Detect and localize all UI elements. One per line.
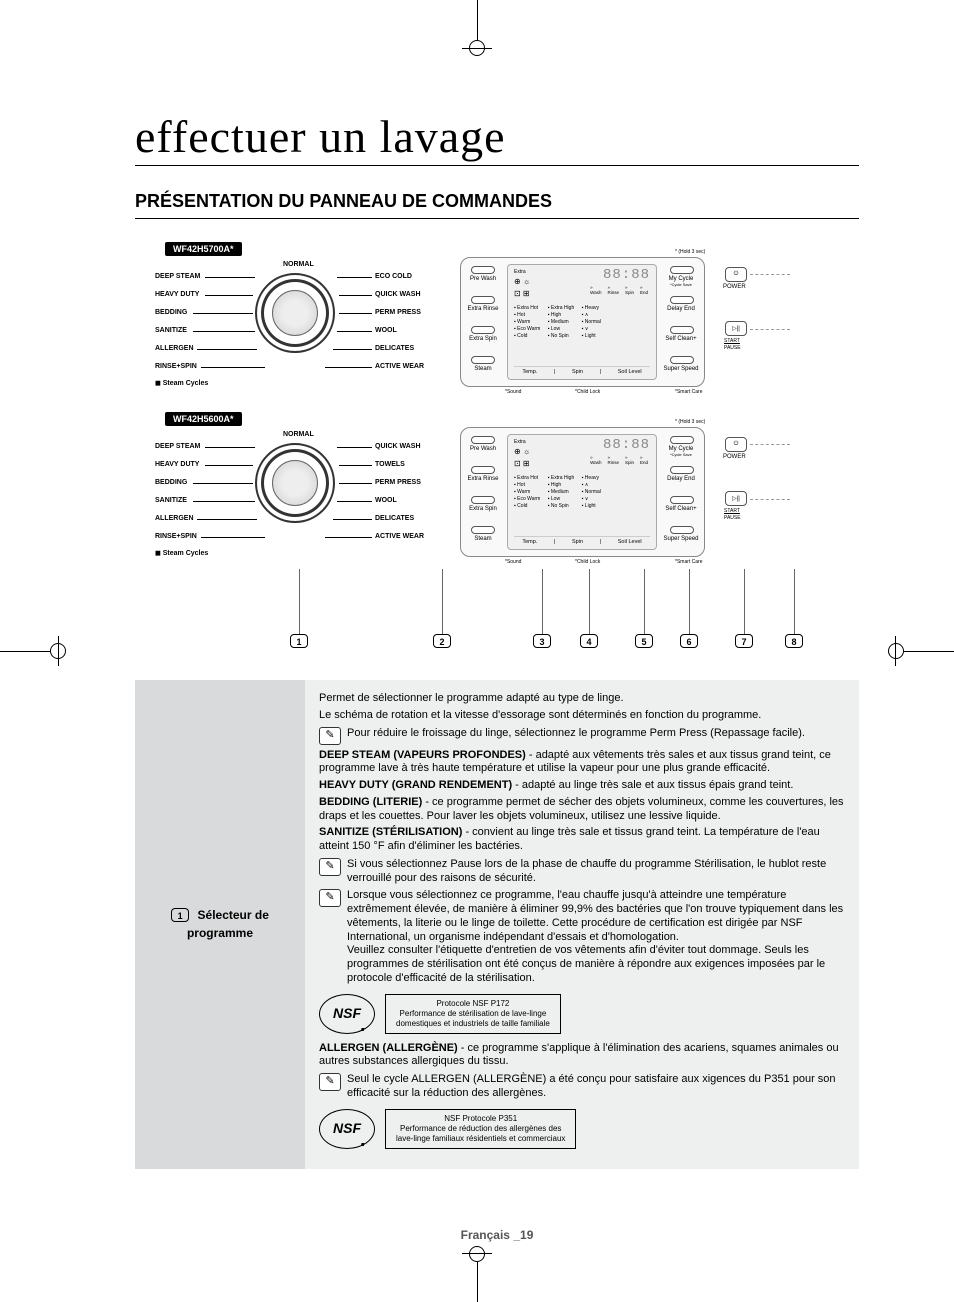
btn-extra-spin: Extra Spin bbox=[463, 336, 503, 342]
section-1-header: 1 Sélecteur de programme bbox=[135, 680, 305, 1169]
dial-a-right-1: QUICK WASH bbox=[375, 291, 421, 298]
display-smartcare-label: *Smart Care bbox=[675, 389, 703, 395]
dial-b-steam-cycles: ◼ Steam Cycles bbox=[155, 549, 208, 557]
control-panel-diagram: WF42H5700A* NORMAL DEEP STEAM HEAVY DUTY… bbox=[135, 239, 859, 669]
dial-b-right-3: WOOL bbox=[375, 497, 397, 504]
dial-b-right-4: DELICATES bbox=[375, 515, 414, 522]
start-label-a: START bbox=[724, 338, 740, 344]
dial-a-left-2: BEDDING bbox=[155, 309, 187, 316]
callout-2: 2 bbox=[433, 634, 451, 648]
display-sound-label: *Sound bbox=[505, 389, 521, 395]
btn-delay-end: Delay End bbox=[661, 306, 701, 312]
section1-note4: Seul le cycle ALLERGEN (ALLERGÈNE) a été… bbox=[347, 1073, 845, 1101]
page-title: effectuer un lavage bbox=[135, 110, 859, 166]
dial-a-left-3: SANITIZE bbox=[155, 327, 187, 334]
dial-a-right-2: PERM PRESS bbox=[375, 309, 421, 316]
page-footer: Français _19 bbox=[135, 1228, 859, 1242]
note-icon: ✎ bbox=[319, 858, 341, 876]
heading-heavy-duty: HEAVY DUTY (GRAND RENDEMENT) bbox=[319, 779, 512, 791]
heading-allergen: ALLERGEN (ALLERGÈNE) bbox=[319, 1042, 458, 1054]
btn-prewash: Pre Wash bbox=[466, 276, 500, 282]
dial-b-right-5: ACTIVE WEAR bbox=[375, 533, 424, 540]
callout-6: 6 bbox=[680, 634, 698, 648]
note-icon: ✎ bbox=[319, 1073, 341, 1091]
dial-a-steam-cycles: ◼ Steam Cycles bbox=[155, 379, 208, 387]
btn-steam: Steam bbox=[466, 366, 500, 372]
display-extra-label: Extra bbox=[514, 269, 526, 275]
nsf-badge-1: NSF bbox=[319, 994, 375, 1034]
dial-b-right-0: QUICK WASH bbox=[375, 443, 421, 450]
crop-mark-right bbox=[874, 641, 954, 661]
power-button-a: ⏻ bbox=[725, 267, 747, 282]
callout-4: 4 bbox=[580, 634, 598, 648]
dial-a-right-0: ECO COLD bbox=[375, 273, 412, 280]
display-a: Pre Wash Extra Rinse Extra Spin Steam 88… bbox=[460, 257, 705, 387]
dial-a-right-5: ACTIVE WEAR bbox=[375, 363, 424, 370]
dial-a-right-4: DELICATES bbox=[375, 345, 414, 352]
start-pause-button-b: ▷|| bbox=[725, 491, 747, 506]
callout-5: 5 bbox=[635, 634, 653, 648]
btn-mycycle: My Cycle*Cycle Save bbox=[661, 276, 701, 288]
display-b: Pre Wash Extra Rinse Extra Spin Steam 88… bbox=[460, 427, 705, 557]
dial-b-left-1: HEAVY DUTY bbox=[155, 461, 199, 468]
dial-a-left-0: DEEP STEAM bbox=[155, 273, 200, 280]
crop-mark-top bbox=[467, 0, 487, 60]
display-time: 88:88 bbox=[603, 267, 650, 283]
nsf-badge-2: NSF bbox=[319, 1109, 375, 1149]
dial-b-right-2: PERM PRESS bbox=[375, 479, 421, 486]
power-button-b: ⏻ bbox=[725, 437, 747, 452]
note-icon: ✎ bbox=[319, 727, 341, 745]
section1-note3: Lorsque vous sélectionnez ce programme, … bbox=[347, 889, 845, 985]
section-1-table: 1 Sélecteur de programme Permet de sélec… bbox=[135, 679, 859, 1169]
dial-a-left-1: HEAVY DUTY bbox=[155, 291, 199, 298]
power-label-a: POWER bbox=[723, 284, 746, 290]
pause-label-a: PAUSE bbox=[724, 345, 741, 351]
section1-intro2: Le schéma de rotation et la vitesse d'es… bbox=[319, 709, 845, 723]
dial-b-left-0: DEEP STEAM bbox=[155, 443, 200, 450]
section-1-body: Permet de sélectionner le programme adap… bbox=[305, 680, 859, 1169]
callout-7: 7 bbox=[735, 634, 753, 648]
callout-1: 1 bbox=[290, 634, 308, 648]
section1-intro1: Permet de sélectionner le programme adap… bbox=[319, 692, 845, 706]
dial-a-right-3: WOOL bbox=[375, 327, 397, 334]
callout-3: 3 bbox=[533, 634, 551, 648]
btn-super-speed: Super Speed bbox=[658, 366, 704, 372]
nsf-text-1: Protocole NSF P172 Performance de stéril… bbox=[385, 994, 561, 1034]
dial-b-left-4: ALLERGEN bbox=[155, 515, 194, 522]
note-icon: ✎ bbox=[319, 889, 341, 907]
heading-bedding: BEDDING (LITERIE) bbox=[319, 796, 422, 808]
section-1-number: 1 bbox=[171, 908, 189, 922]
heading-sanitize: SANITIZE (STÉRILISATION) bbox=[319, 826, 462, 838]
start-pause-button-a: ▷|| bbox=[725, 321, 747, 336]
display-hold3-label: * (Hold 3 sec) bbox=[675, 249, 705, 255]
dial-a-left-4: ALLERGEN bbox=[155, 345, 194, 352]
dial-b-left-2: BEDDING bbox=[155, 479, 187, 486]
dial-b-left-5: RINSE+SPIN bbox=[155, 533, 197, 540]
section1-note2: Si vous sélectionnez Pause lors de la ph… bbox=[347, 858, 845, 886]
page-subtitle: PRÉSENTATION DU PANNEAU DE COMMANDES bbox=[135, 191, 859, 219]
dial-a bbox=[255, 273, 335, 353]
crop-mark-bottom bbox=[467, 1242, 487, 1302]
dial-a-top: NORMAL bbox=[283, 261, 314, 268]
dial-b-top: NORMAL bbox=[283, 431, 314, 438]
nsf-text-2: NSF Protocole P351 Performance de réduct… bbox=[385, 1109, 576, 1149]
section-1-label: Sélecteur de programme bbox=[187, 908, 269, 940]
dial-b bbox=[255, 443, 335, 523]
section1-note1: Pour réduire le froissage du linge, séle… bbox=[347, 727, 805, 741]
dial-b-right-1: TOWELS bbox=[375, 461, 405, 468]
display-childlock-label: *Child Lock bbox=[575, 389, 600, 395]
dial-b-left-3: SANITIZE bbox=[155, 497, 187, 504]
btn-extra-rinse: Extra Rinse bbox=[463, 306, 503, 312]
btn-self-clean: Self Clean+ bbox=[661, 336, 701, 342]
crop-mark-left bbox=[0, 641, 80, 661]
heading-deep-steam: DEEP STEAM (VAPEURS PROFONDES) bbox=[319, 749, 526, 761]
callout-8: 8 bbox=[785, 634, 803, 648]
dial-a-left-5: RINSE+SPIN bbox=[155, 363, 197, 370]
